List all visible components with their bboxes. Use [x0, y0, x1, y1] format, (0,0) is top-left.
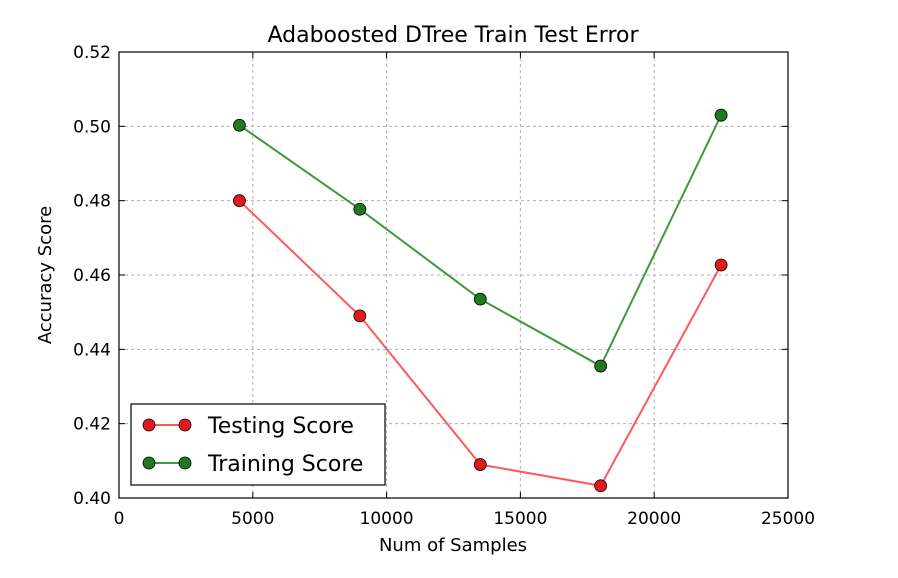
series-line-1 [238, 114, 723, 368]
x-tick-label: 15000 [493, 509, 547, 529]
x-tick-label: 10000 [360, 509, 414, 529]
y-tick-label: 0.40 [73, 489, 111, 509]
data-point-series-1 [233, 118, 246, 132]
y-tick-label: 0.42 [73, 415, 111, 435]
legend-label-training-score: Training Score [207, 452, 363, 477]
y-tick-label: 0.44 [73, 340, 111, 360]
x-tick-labels: 0 5000 10000 15000 20000 25000 [114, 509, 815, 529]
legend-marker-testing-score [142, 418, 156, 432]
y-axis-label: Accuracy Score [35, 206, 56, 344]
data-point-series-1 [594, 359, 608, 373]
y-tick-label: 0.48 [73, 192, 111, 212]
y-tick-label: 0.46 [73, 266, 111, 286]
x-tick-label: 25000 [761, 509, 815, 529]
legend-marker-training-score [142, 456, 156, 470]
data-point-series-0 [353, 309, 367, 323]
data-point-series-0 [233, 194, 246, 208]
data-point-series-0 [714, 258, 728, 272]
data-point-series-0 [473, 458, 487, 471]
legend-label-testing-score: Testing Score [207, 414, 354, 439]
data-series [233, 108, 728, 493]
legend-marker-end-1 [178, 456, 192, 470]
legend-marker-end-0 [178, 418, 192, 432]
y-tick-label: 0.52 [73, 43, 111, 63]
x-tick-label: 5000 [231, 509, 274, 529]
chart-title: Adaboosted DTree Train Test Error [267, 23, 639, 48]
data-point-series-0 [594, 479, 608, 493]
data-point-series-1 [714, 108, 728, 122]
x-tick-label: 20000 [627, 509, 681, 529]
legend-box [130, 403, 386, 486]
legend: Testing Score Training Score [130, 403, 386, 486]
x-axis-label: Num of Samples [379, 535, 527, 556]
grid-lines [119, 52, 788, 498]
y-tick-label: 0.50 [73, 117, 111, 137]
data-point-series-1 [353, 202, 367, 216]
axis-ticks [118, 51, 789, 499]
data-point-series-1 [473, 292, 487, 306]
y-tick-labels: 0.40 0.42 0.44 0.46 0.48 0.50 0.52 [73, 43, 111, 509]
x-tick-label: 0 [114, 509, 125, 529]
